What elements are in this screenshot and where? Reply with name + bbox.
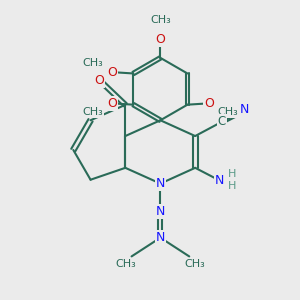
Text: O: O [107,66,117,79]
Text: N: N [239,103,249,116]
Text: O: O [94,74,104,87]
Text: CH₃: CH₃ [116,260,136,269]
Text: C: C [218,115,226,128]
Text: N: N [156,231,165,244]
Text: N: N [156,177,165,190]
Text: CH₃: CH₃ [82,107,103,117]
Text: O: O [107,97,117,110]
Text: N: N [156,205,165,218]
Text: CH₃: CH₃ [218,107,238,117]
Text: N: N [215,174,224,187]
Text: CH₃: CH₃ [82,58,103,68]
Text: CH₃: CH₃ [150,15,171,25]
Text: H: H [228,181,236,191]
Text: H: H [228,169,236,179]
Text: CH₃: CH₃ [184,260,205,269]
Text: O: O [204,97,214,110]
Text: O: O [155,33,165,46]
